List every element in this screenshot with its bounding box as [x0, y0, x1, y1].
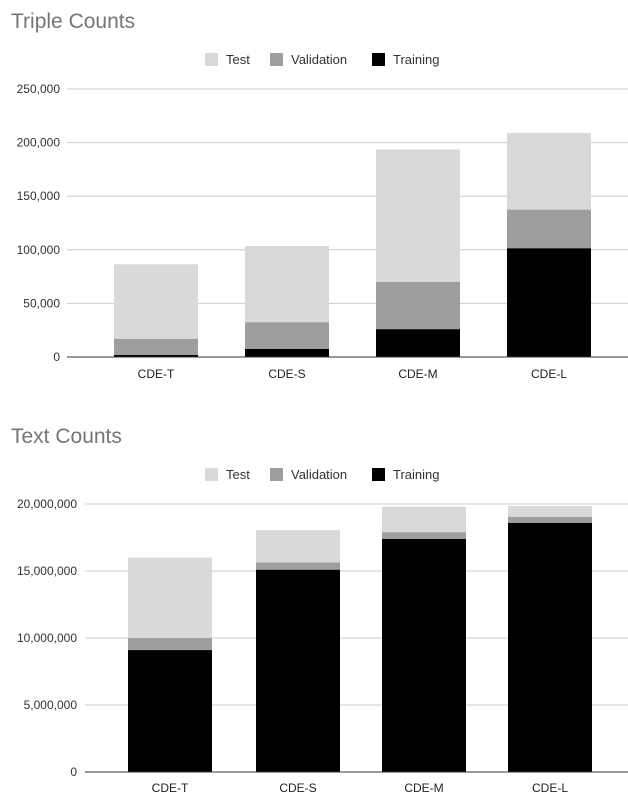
y-tick-label: 150,000 [17, 189, 61, 203]
x-tick-label: CDE-S [268, 367, 305, 381]
legend-swatch-validation [270, 468, 283, 481]
legend-label-training: Training [393, 467, 439, 482]
triple-counts-chart: Triple Counts 0 50,000 100,000 150,000 200,0… [0, 0, 628, 395]
bar-training [508, 522, 592, 772]
chart-title: Triple Counts [11, 10, 136, 33]
bar-validation [128, 638, 212, 651]
x-tick-label: CDE-T [152, 781, 189, 793]
bar-training [245, 348, 329, 357]
y-tick-label: 100,000 [17, 243, 61, 257]
legend-label-validation: Validation [291, 52, 347, 67]
triple-counts-plot: 0 50,000 100,000 150,000 200,000 250,000 CDE-T… [17, 52, 628, 381]
x-tick-label: CDE-M [404, 781, 443, 793]
bar-training [507, 248, 591, 357]
y-tick-label: 10,000,000 [17, 631, 77, 645]
legend-swatch-test [205, 468, 218, 481]
bar-validation [376, 281, 460, 330]
x-tick-label: CDE-L [532, 781, 568, 793]
bar-test [376, 149, 460, 282]
bar-training [128, 650, 212, 772]
y-tick-label: 20,000,000 [17, 497, 77, 511]
bar-training [114, 354, 198, 357]
y-tick-label: 250,000 [17, 82, 61, 96]
y-tick-label: 15,000,000 [17, 564, 77, 578]
x-tick-label: CDE-L [531, 367, 567, 381]
bar-validation [114, 338, 198, 355]
chart-title: Text Counts [11, 425, 122, 448]
x-tick-label: CDE-M [398, 367, 437, 381]
legend-swatch-training [372, 53, 385, 66]
bar-test [508, 506, 592, 517]
legend-label-validation: Validation [291, 467, 347, 482]
bar-training [376, 329, 460, 357]
legend-label-test: Test [226, 52, 250, 67]
legend-swatch-training [372, 468, 385, 481]
x-tick-label: CDE-T [138, 367, 175, 381]
bar-test [382, 506, 466, 533]
bar-test [114, 264, 198, 339]
bar-training [382, 538, 466, 772]
legend-label-training: Training [393, 52, 439, 67]
bar-validation [256, 562, 340, 570]
bar-training [256, 569, 340, 772]
bar-validation [245, 322, 329, 349]
legend-swatch-validation [270, 53, 283, 66]
y-tick-label: 0 [70, 765, 77, 779]
y-tick-label: 50,000 [23, 296, 60, 310]
y-tick-label: 200,000 [17, 136, 61, 150]
legend-label-test: Test [226, 467, 250, 482]
bar-test [507, 132, 591, 210]
legend-swatch-test [205, 53, 218, 66]
x-tick-label: CDE-S [279, 781, 316, 793]
bar-validation [507, 209, 591, 249]
y-tick-label: 0 [53, 350, 60, 364]
bar-validation [382, 532, 466, 539]
bar-test [128, 557, 212, 638]
bar-test [245, 246, 329, 323]
bar-test [256, 530, 340, 563]
y-tick-label: 5,000,000 [24, 698, 78, 712]
bar-validation [508, 516, 592, 523]
